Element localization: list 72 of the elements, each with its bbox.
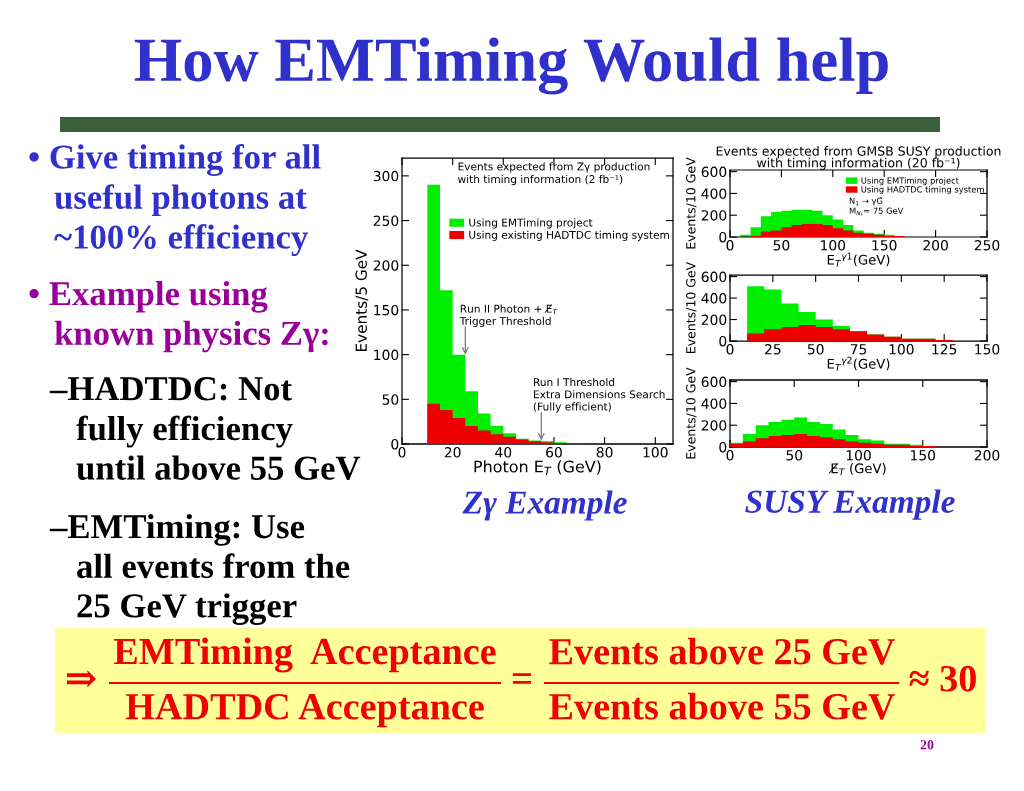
legend-label: Using EMTiming project xyxy=(469,218,593,229)
x-tick-label: 0 xyxy=(726,344,734,355)
annotation: Run I Threshold Extra Dimensions Search (Fully efficient) xyxy=(533,377,665,413)
y-tick-label: 200 xyxy=(701,314,727,326)
text: –EMTiming: Use all events from the 25 GeV trigger xyxy=(49,514,350,625)
x-tick-label: 250 xyxy=(974,240,1000,251)
x-tick-label: 200 xyxy=(923,240,948,251)
x-tick-label: 150 xyxy=(911,450,936,461)
x-tick-label: 0 xyxy=(726,450,734,461)
text: –HADTDC: Not fully efficiency until above 55 GeV xyxy=(49,377,361,481)
text: Events expected from Zγ production with timing information (2 fb⁻¹) xyxy=(458,162,650,186)
y-axis-title: Events/5 GeV xyxy=(355,249,369,352)
x-axis-title: E$_{T}$$^{γ1}$(GeV) xyxy=(827,252,890,267)
annotation: Run II Photon + E̸$_{T}$ Trigger Threshold xyxy=(459,304,558,328)
text: HADTDC Acceptance xyxy=(125,693,484,728)
text: ≈ 30 xyxy=(909,665,976,692)
text: • Example using known physics Zγ: xyxy=(29,281,328,353)
y-tick-label: 400 xyxy=(701,293,727,304)
y-tick-label: 300 xyxy=(373,170,399,182)
x-axis-title: E$_{T}$$^{γ2}$(GeV) xyxy=(827,356,890,371)
x-tick-label: 100 xyxy=(846,450,871,461)
annotation: N$_{1}$ → γG̃ xyxy=(849,197,883,206)
y-tick-label: 200 xyxy=(701,210,727,221)
x-tick-label: 125 xyxy=(932,344,957,355)
text: SUSY Example xyxy=(745,489,955,520)
y-tick-label: 0 xyxy=(391,438,399,450)
x-tick-label: 100 xyxy=(821,240,846,251)
x-tick-label: 40 xyxy=(495,447,512,458)
x-tick-label: 50 xyxy=(786,450,803,461)
annotation: M$_{N₁}$= 75 GeV xyxy=(849,207,904,216)
y-tick-label: 150 xyxy=(374,304,399,316)
x-tick-label: 20 xyxy=(444,447,461,458)
y-tick-label: 400 xyxy=(701,188,727,199)
text: How EMTiming Would help xyxy=(134,37,888,95)
x-tick-label: 75 xyxy=(850,344,867,355)
legend-label: Using EMTiming project xyxy=(861,177,959,186)
y-axis-title: Events/10 GeV xyxy=(686,367,697,459)
x-tick-label: 100 xyxy=(643,447,668,458)
x-tick-label: 0 xyxy=(398,447,406,458)
y-axis-title: Events/10 GeV xyxy=(686,157,697,249)
x-tick-label: 50 xyxy=(807,344,824,355)
y-tick-label: 250 xyxy=(373,215,399,227)
x-tick-label: 80 xyxy=(596,447,613,458)
y-tick-label: 50 xyxy=(382,394,399,405)
x-tick-label: 200 xyxy=(974,450,1000,461)
y-axis-title: Events/10 GeV xyxy=(686,261,697,353)
x-axis-title: E̸$_{T}$ (GeV) xyxy=(828,463,886,476)
text: Zγ Example xyxy=(462,490,627,521)
text: Events above 25 GeV xyxy=(549,637,896,665)
text: ⇒ xyxy=(66,670,96,687)
text: 20 xyxy=(920,740,934,750)
x-tick-label: 25 xyxy=(765,344,781,355)
x-tick-label: 100 xyxy=(889,344,914,355)
text: Events above 55 GeV xyxy=(549,692,896,720)
y-tick-label: 200 xyxy=(373,260,399,271)
y-tick-label: 600 xyxy=(701,376,727,388)
text: • Give timing for all useful photons at ~100% efficiency xyxy=(29,144,321,257)
x-tick-label: 0 xyxy=(726,240,734,251)
x-axis-title: Photon E$_{T}$ (GeV) xyxy=(474,460,601,475)
y-tick-label: 400 xyxy=(701,398,727,409)
x-tick-label: 150 xyxy=(975,344,1000,355)
legend-label: Using HADTDC timing system xyxy=(861,186,984,195)
text: EMTiming Acceptance xyxy=(113,637,496,673)
y-tick-label: 0 xyxy=(719,231,727,243)
y-tick-label: 200 xyxy=(701,420,727,431)
legend-label: Using existing HADTDC timing system xyxy=(469,230,669,241)
y-tick-label: 0 xyxy=(719,335,727,347)
text: = xyxy=(512,673,531,684)
y-tick-label: 600 xyxy=(701,271,727,283)
x-tick-label: 50 xyxy=(773,240,790,251)
x-tick-label: 150 xyxy=(872,240,897,251)
x-tick-label: 60 xyxy=(546,447,562,458)
